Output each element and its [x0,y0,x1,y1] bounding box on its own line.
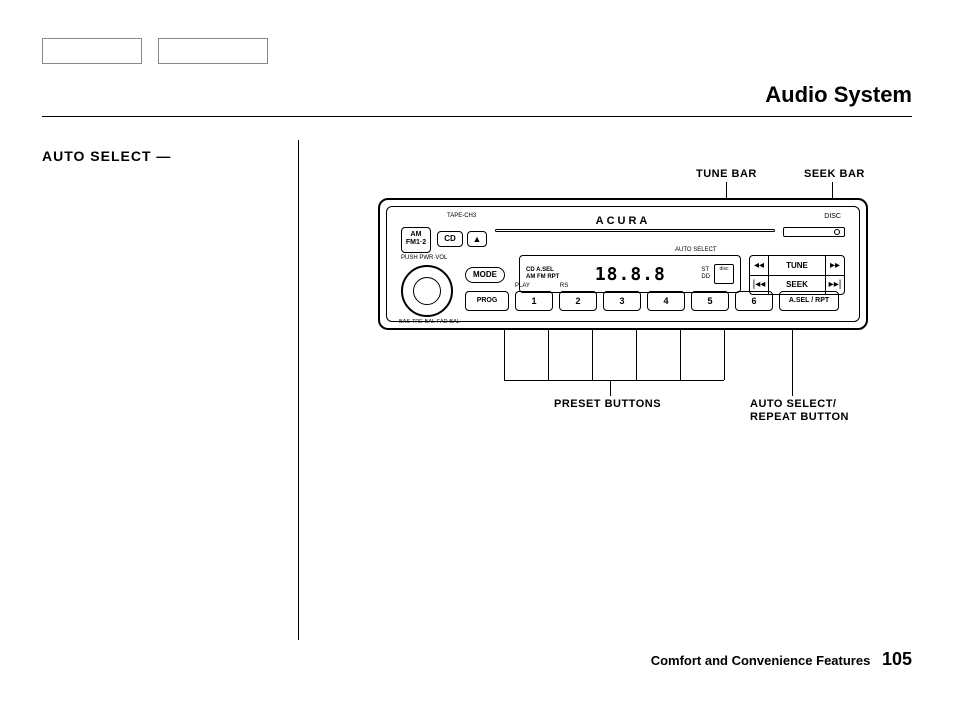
cd-button[interactable]: CD [437,231,463,247]
bottom-button-row: PROG 1 2 3 4 5 6 A.SEL / RPT [465,289,845,311]
leader-line [680,330,681,380]
tune-row: ◂◂ TUNE ▸▸ [750,256,844,276]
leader-line [592,330,593,380]
callout-auto-select-repeat: AUTO SELECT/ REPEAT BUTTON [750,398,849,424]
display-stereo: ST DD [701,267,710,280]
am-label: AM [411,231,422,238]
preset-6-button[interactable]: 6 [735,291,773,311]
footer-section: Comfort and Convenience Features [651,653,871,668]
disc-slot-indicator [834,229,840,235]
section-heading: AUTO SELECT — [42,148,171,164]
display-st2: DD [701,274,710,280]
display-tags-l1: CD A.SEL [526,267,554,273]
display-st1: ST [701,267,709,273]
leader-line [724,330,725,380]
radio-head-unit: TAPE-CH3 ACURA DISC AM FM1·2 CD ▲ PUSH P… [378,198,868,330]
display-mode-tags: CD A.SEL AM FM RPT [526,267,559,280]
callout-line2: REPEAT BUTTON [750,411,849,423]
volume-knob[interactable] [401,265,453,317]
display-digits: 18.8.8 [563,264,697,285]
eject-button[interactable]: ▲ [467,231,487,247]
mode-button[interactable]: MODE [465,267,505,283]
cassette-slot [495,229,775,232]
preset-5-button[interactable]: 5 [691,291,729,311]
tune-up-button[interactable]: ▸▸ [826,260,844,271]
page-footer: Comfort and Convenience Features 105 [651,649,912,670]
page-title: Audio System [765,82,912,108]
vertical-divider [298,140,299,640]
horizontal-rule [42,116,912,117]
header-placeholders [42,38,268,64]
knob-sublabel: BAS·TRE·BAL·FAD·BAL [399,319,460,325]
leader-line [636,330,637,380]
prog-button[interactable]: PROG [465,291,509,311]
tune-down-button[interactable]: ◂◂ [750,260,768,271]
leader-line [504,330,505,380]
leader-line [792,330,793,396]
preset-2-button[interactable]: 2 [559,291,597,311]
preset-4-button[interactable]: 4 [647,291,685,311]
disc-slot [783,227,845,237]
callout-line1: AUTO SELECT/ [750,398,836,410]
disc-label: DISC [824,213,841,220]
header-placeholder-1 [42,38,142,64]
callout-seek-bar: SEEK BAR [804,168,865,181]
callout-preset-buttons: PRESET BUTTONS [554,398,661,411]
leader-line [548,330,549,380]
auto-select-repeat-button[interactable]: A.SEL / RPT [779,291,839,311]
fm-label: FM1·2 [406,239,426,246]
preset-1-button[interactable]: 1 [515,291,553,311]
brand-label: ACURA [387,215,859,227]
callout-tune-bar: TUNE BAR [696,168,757,181]
tune-label: TUNE [768,256,826,275]
knob-label: PUSH PWR·VOL [401,255,447,261]
display-tags-l2: AM FM RPT [526,274,559,280]
leader-line [610,380,611,396]
radio-inner-frame: TAPE-CH3 ACURA DISC AM FM1·2 CD ▲ PUSH P… [386,206,860,322]
display-label: AUTO SELECT [675,247,717,253]
page-number: 105 [882,649,912,669]
leader-line [504,380,724,381]
preset-3-button[interactable]: 3 [603,291,641,311]
am-fm-button[interactable]: AM FM1·2 [401,227,431,253]
cd-logo-icon: disc [714,264,734,284]
header-placeholder-2 [158,38,268,64]
